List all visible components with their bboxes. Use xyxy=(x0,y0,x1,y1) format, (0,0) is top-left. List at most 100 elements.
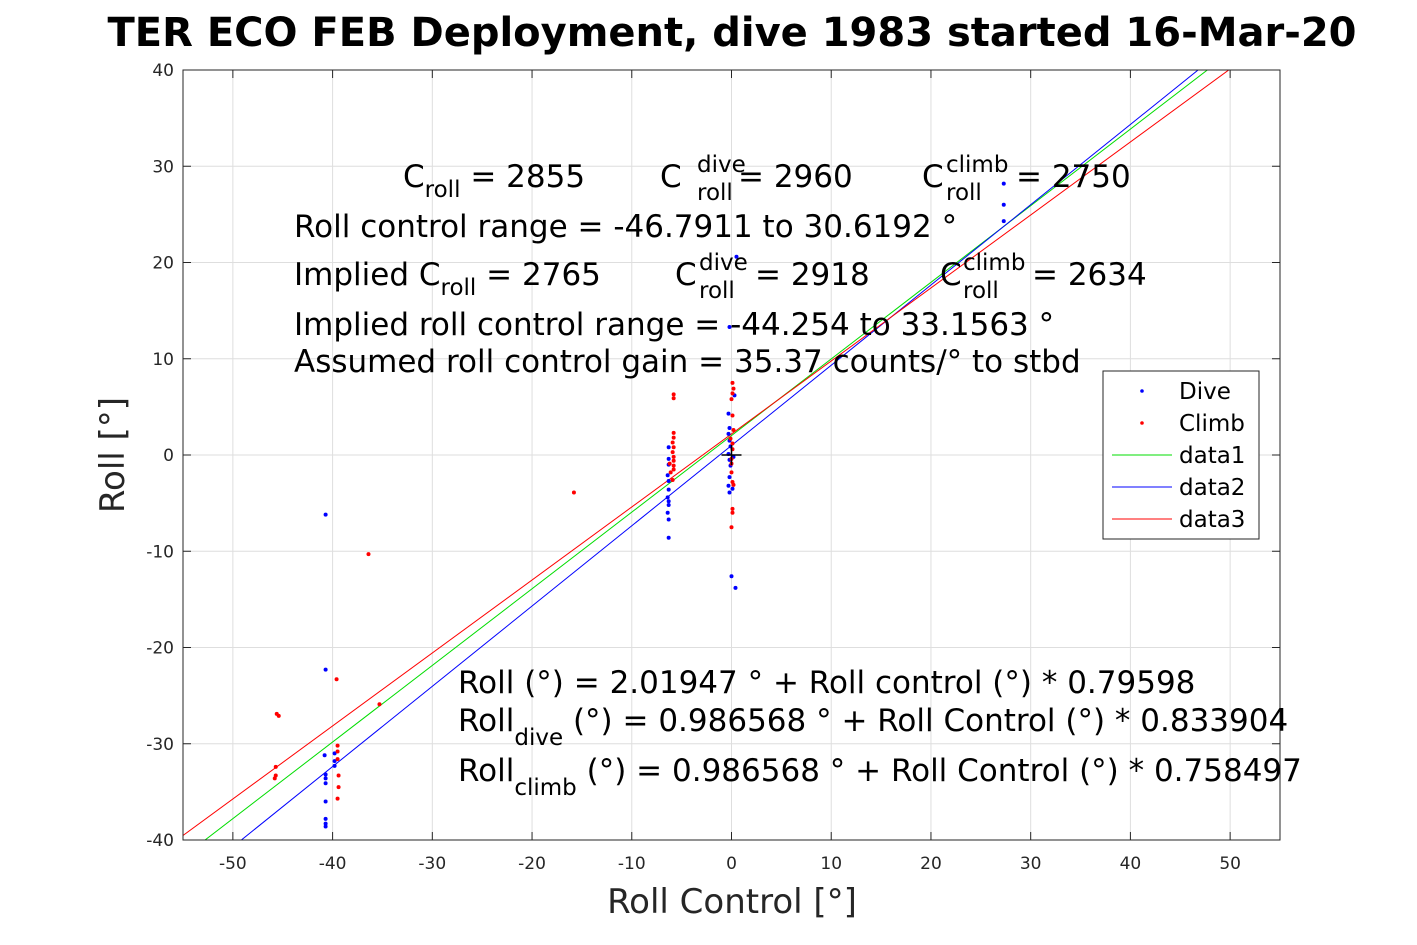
y-tick-label: -20 xyxy=(146,639,174,659)
climb-point xyxy=(730,380,735,385)
dive-point xyxy=(727,426,732,431)
implied-c-roll-climb-annotation: C climb roll = 2634 xyxy=(940,242,1147,306)
x-tick-label: 10 xyxy=(820,854,842,874)
y-tick-label: 20 xyxy=(152,254,174,274)
y-tick-label: -40 xyxy=(146,831,174,851)
legend-climb-label: Climb xyxy=(1179,411,1245,437)
dive-point xyxy=(1001,202,1006,207)
dive-point xyxy=(727,475,732,480)
dive-point xyxy=(734,254,739,259)
climb-point xyxy=(377,702,382,707)
dive-point xyxy=(322,753,327,758)
dive-point xyxy=(727,490,732,495)
climb-point xyxy=(729,470,734,475)
dive-point xyxy=(666,517,671,522)
dive-point xyxy=(726,411,731,416)
climb-point xyxy=(671,445,676,450)
chart-title: TER ECO FEB Deployment, dive 1983 starte… xyxy=(107,10,1356,56)
legend: Dive Climb data1 data2 data3 xyxy=(1102,370,1260,540)
x-tick-label: -10 xyxy=(618,854,646,874)
climb-point xyxy=(336,785,341,790)
x-tick-label: 20 xyxy=(920,854,942,874)
dive-point xyxy=(323,824,328,829)
climb-point xyxy=(668,470,673,475)
implied-range-annotation: Implied roll control range = -44.254 to … xyxy=(294,307,1054,343)
dive-point xyxy=(323,799,328,804)
dive-point xyxy=(1001,219,1006,224)
legend-data3-label: data3 xyxy=(1179,507,1245,533)
climb-point xyxy=(667,461,672,466)
climb-point xyxy=(671,396,676,401)
dive-point xyxy=(323,512,328,517)
legend-data2-label: data2 xyxy=(1179,475,1245,501)
dive-point xyxy=(323,667,328,672)
dive-point xyxy=(1001,181,1006,186)
legend-climb-marker xyxy=(1140,421,1144,425)
climb-point xyxy=(272,776,277,781)
x-tick-label: 40 xyxy=(1120,854,1142,874)
x-axis-label: Roll Control [°] xyxy=(607,882,857,922)
dive-point xyxy=(727,324,732,329)
dive-point xyxy=(323,816,328,821)
dive-point xyxy=(666,499,671,504)
climb-point xyxy=(729,525,734,530)
dive-point xyxy=(726,431,731,436)
fit-line-data1 xyxy=(204,70,1209,840)
dive-point xyxy=(733,585,738,590)
climb-point xyxy=(730,441,735,446)
x-tick-label: 50 xyxy=(1219,854,1241,874)
dive-point xyxy=(666,503,671,508)
y-tick-label: 30 xyxy=(152,157,174,177)
climb-point xyxy=(671,392,676,397)
dive-point xyxy=(332,763,337,768)
dive-point xyxy=(666,456,671,461)
implied-c-roll-annotation: Implied Croll = 2765 xyxy=(294,257,601,301)
dive-point xyxy=(665,495,670,500)
climb-point xyxy=(729,397,734,402)
climb-point xyxy=(730,506,735,511)
legend-dive-marker xyxy=(1140,389,1144,393)
climb-point xyxy=(671,430,676,435)
gain-annotation: Assumed roll control gain = 35.37 counts… xyxy=(294,344,1081,380)
y-tick-label: -30 xyxy=(146,735,174,755)
climb-point xyxy=(273,764,278,769)
dive-point xyxy=(726,483,731,488)
climb-point xyxy=(671,458,676,463)
fit-climb-annotation: Rollclimb (°) = 0.986568 ° + Roll Contro… xyxy=(458,753,1302,801)
climb-point xyxy=(366,552,371,557)
x-tick-label: -30 xyxy=(418,854,446,874)
climb-point xyxy=(728,436,733,441)
dive-point xyxy=(332,751,337,756)
x-tick-label: -20 xyxy=(518,854,546,874)
origin-marker xyxy=(721,445,742,465)
y-tick-label: -10 xyxy=(146,542,174,562)
annotations: Croll = 2855 C dive roll = 2960 C climb … xyxy=(294,152,1302,801)
fit-all-annotation: Roll (°) = 2.01947 ° + Roll control (°) … xyxy=(458,665,1195,701)
dive-point xyxy=(729,574,734,579)
x-tick-label: 0 xyxy=(726,854,737,874)
climb-point xyxy=(730,413,735,418)
dive-point xyxy=(665,473,670,478)
y-tick-label: 0 xyxy=(163,446,174,466)
legend-data1-label: data1 xyxy=(1179,443,1245,469)
climb-point xyxy=(730,391,735,396)
climb-point xyxy=(671,467,676,472)
y-tick-label: 10 xyxy=(152,350,174,370)
dive-point xyxy=(323,776,328,781)
roll-control-range-annotation: Roll control range = -46.7911 to 30.6192… xyxy=(294,209,957,245)
climb-point xyxy=(670,440,675,445)
climb-point xyxy=(335,796,340,801)
x-tick-label: 30 xyxy=(1020,854,1042,874)
dive-point xyxy=(323,772,328,777)
fit-line-data3 xyxy=(183,70,1230,836)
climb-point xyxy=(335,749,340,754)
dive-point xyxy=(665,510,670,515)
dive-point xyxy=(332,759,337,764)
climb-point xyxy=(336,773,341,778)
climb-point xyxy=(670,478,675,483)
climb-point xyxy=(335,743,340,748)
y-axis-label: Roll [°] xyxy=(93,397,133,513)
climb-point xyxy=(670,450,675,455)
dive-point xyxy=(323,821,328,826)
